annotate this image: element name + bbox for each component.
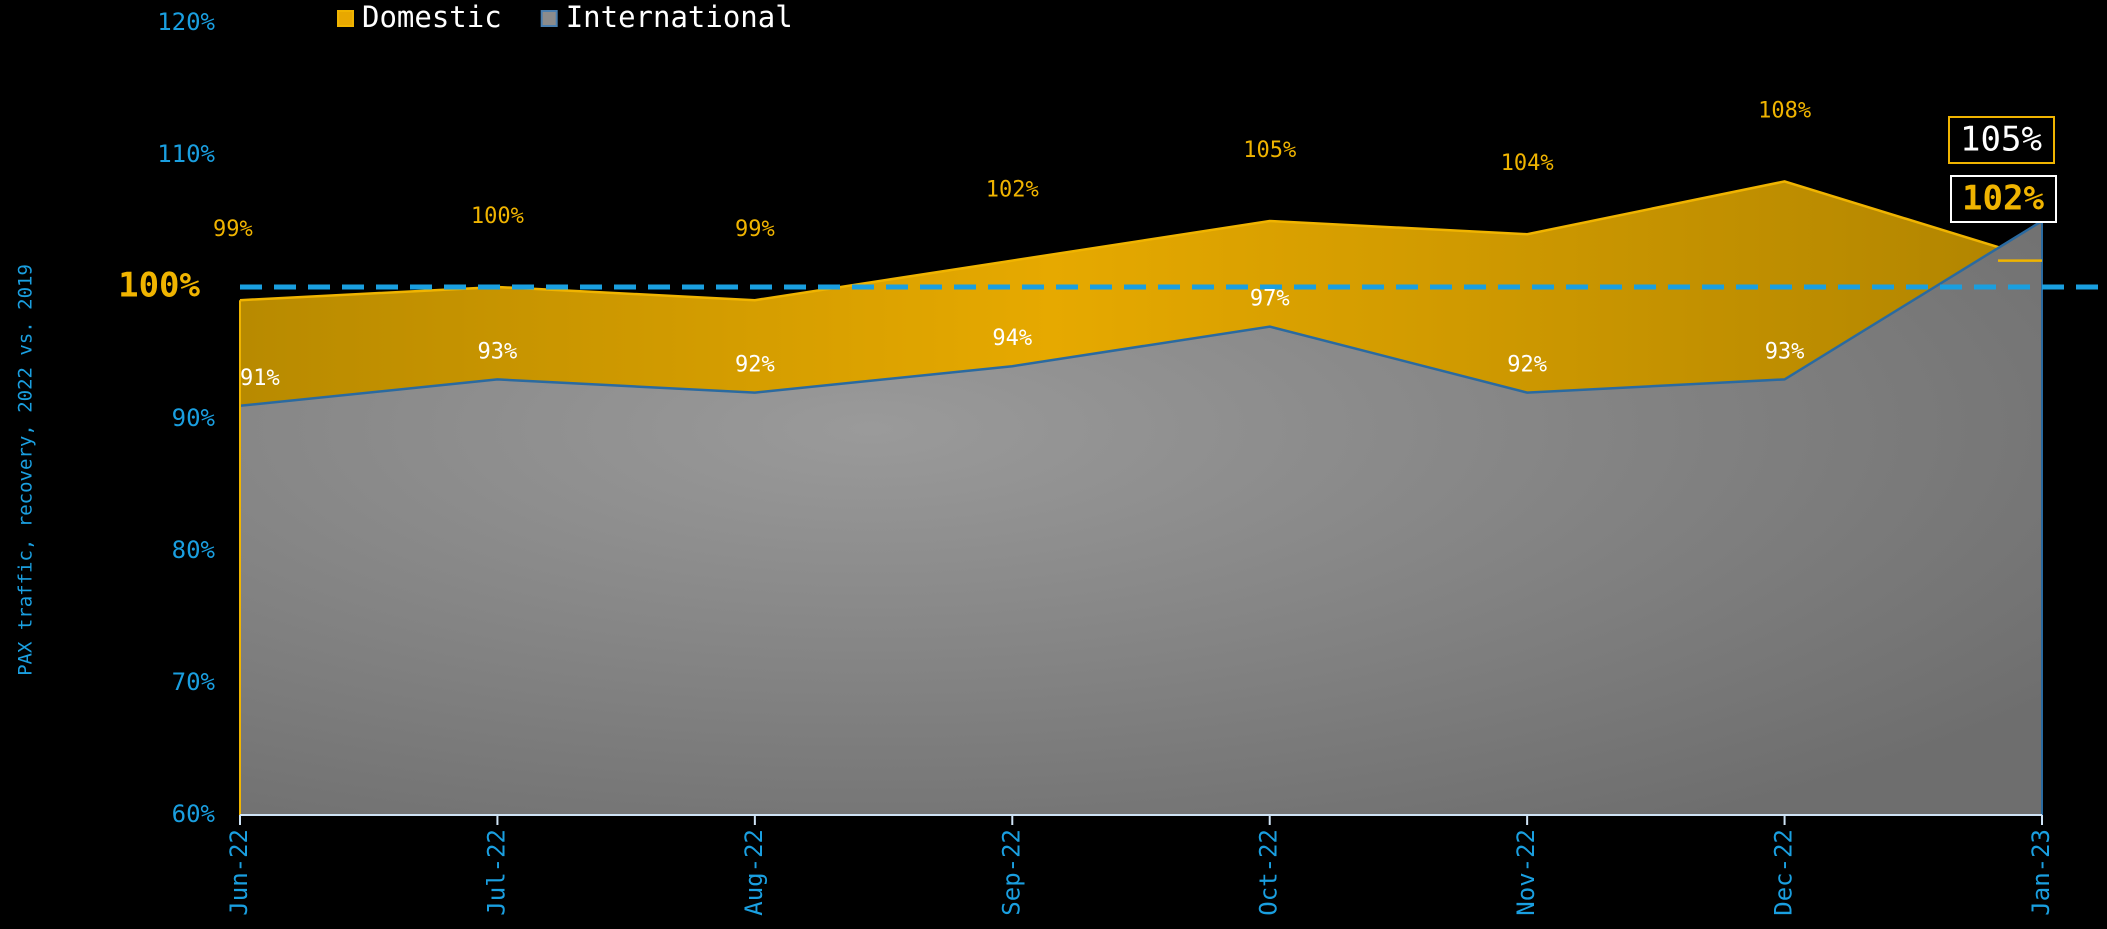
end-box bbox=[1948, 116, 2055, 164]
area-international bbox=[240, 221, 2042, 815]
data-label: 104% bbox=[1501, 151, 1554, 176]
data-label: 102% bbox=[986, 178, 1039, 203]
x-tick-label: Oct-22 bbox=[1255, 829, 1283, 916]
end-label: 105% bbox=[1960, 120, 2042, 160]
end-label: 102% bbox=[1962, 179, 2044, 219]
legend-label: International bbox=[566, 0, 793, 34]
x-tick-label: Dec-22 bbox=[1770, 829, 1798, 916]
data-label: 105% bbox=[1243, 138, 1296, 163]
y-axis-label: PAX traffic, recovery, 2022 vs. 2019 bbox=[15, 264, 37, 676]
data-label: 99% bbox=[213, 217, 253, 242]
data-label: 92% bbox=[735, 353, 775, 378]
end-box bbox=[1950, 175, 2057, 223]
legend-label: Domestic bbox=[362, 0, 502, 34]
x-tick-label: Jun-22 bbox=[225, 829, 253, 916]
y-tick-label: 90% bbox=[172, 404, 216, 432]
x-tick-label: Nov-22 bbox=[1512, 829, 1540, 916]
y-tick-label: 70% bbox=[172, 668, 216, 696]
data-label: 93% bbox=[478, 339, 518, 364]
data-label: 99% bbox=[735, 217, 775, 242]
data-label: 94% bbox=[992, 326, 1032, 351]
x-tick-label: Jul-22 bbox=[482, 829, 510, 916]
data-label: 100% bbox=[471, 204, 524, 229]
y-tick-label: 120% bbox=[157, 8, 215, 36]
y-tick-label: 110% bbox=[157, 140, 215, 168]
line-international bbox=[239, 219, 2043, 408]
line-domestic bbox=[239, 180, 2043, 302]
y-tick-label: 100% bbox=[118, 266, 200, 306]
legend-swatch bbox=[337, 10, 354, 27]
legend-swatch bbox=[540, 10, 558, 27]
data-label: 92% bbox=[1507, 353, 1547, 378]
data-label: 93% bbox=[1765, 339, 1805, 364]
x-tick-label: Sep-22 bbox=[997, 829, 1025, 916]
y-tick-label: 80% bbox=[172, 536, 216, 564]
data-label: 108% bbox=[1758, 98, 1811, 123]
data-label: 97% bbox=[1250, 287, 1290, 312]
x-tick-label: Jan-23 bbox=[2027, 829, 2055, 916]
x-tick-label: Aug-22 bbox=[740, 829, 768, 916]
y-tick-label: 60% bbox=[172, 800, 216, 828]
data-label: 91% bbox=[240, 366, 280, 391]
